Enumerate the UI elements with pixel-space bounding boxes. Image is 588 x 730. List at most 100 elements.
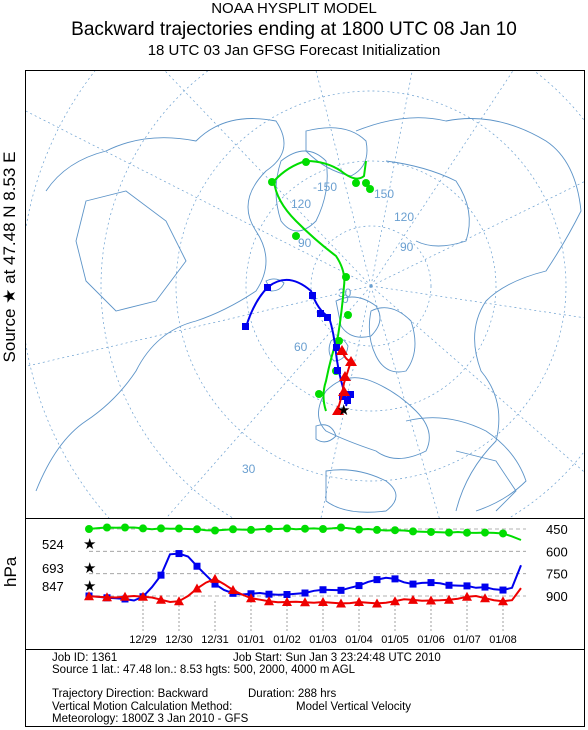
blue-point [347,391,354,398]
lon-label-120w: 120 [291,197,311,211]
map-coastlines [35,117,582,513]
series-marker [138,591,148,601]
series-marker [229,525,237,534]
blue-point [317,310,324,317]
series-marker [427,527,435,536]
series-marker [336,598,346,608]
series-marker [121,523,129,532]
series-marker [463,582,471,590]
series-marker [355,525,363,534]
model-title: NOAA HYSPLIT MODEL [211,0,377,17]
chart-subtitle: 18 UTC 03 Jan GFSG Forecast Initializati… [147,42,441,59]
series-marker [103,523,111,532]
lon-label-30w: 30 [338,286,352,300]
series-marker [301,524,309,533]
lon-label-120e: 120 [394,210,414,224]
trajectory-red [332,345,357,415]
series-marker [139,524,147,533]
series-marker [391,575,399,583]
series-marker [210,573,220,583]
series-marker [444,594,454,604]
map-canvas: -150 120 90 30 0 150 120 90 60 30 [26,71,584,518]
pressure-tick-label: 900 [546,589,568,604]
date-tick-label: 01/03 [309,634,337,646]
series-marker [372,598,382,608]
job-info-panel: Job ID: 1361 Job Start: Sun Jan 3 23:24:… [25,649,585,727]
green-point [268,178,276,186]
source-star-icon: ★ [337,402,350,419]
vertical-profile-canvas: 450 600 750 900 01/08 01/07 01/06 01/05 01/04 01/… [42,522,568,646]
series-marker [301,589,309,597]
green-point [292,232,300,240]
date-tick-label: 01/06 [417,634,445,646]
red-point [339,371,351,381]
start-pressure-label: 847 [42,579,64,594]
blue-point [242,323,249,330]
series-marker [481,583,489,591]
series-marker [481,528,489,537]
series-marker [319,586,327,594]
date-tick-label: 01/02 [273,634,301,646]
series-marker [318,596,328,606]
series-marker [283,524,291,533]
series-marker [175,550,183,558]
series-marker [265,590,273,598]
series-marker [120,591,130,601]
map-grid-labels: -150 120 90 30 0 150 120 90 60 30 [242,180,414,476]
series-marker [463,528,471,537]
start-star-icon: ★ [83,578,96,595]
green-point [335,337,343,345]
lon-label-0: 0 [342,292,349,306]
red-point [332,405,344,415]
green-point [342,273,350,281]
date-tick-label: 01/07 [453,634,481,646]
hpa-axis-label: hPa [1,556,20,587]
series-marker [373,525,381,534]
series-marker [498,596,508,606]
date-tick-label: 01/04 [345,634,373,646]
series-marker [282,596,292,606]
blue-point [309,292,316,299]
series-marker [390,596,400,606]
green-point [315,390,323,398]
date-tick-label: 12/29 [129,634,157,646]
vertical-profile-panel: 450 600 750 900 01/08 01/07 01/06 01/05 01/04 01/… [25,518,585,650]
start-star-icon: ★ [83,560,96,577]
series-marker [445,528,453,537]
green-point [344,311,352,319]
green-point [362,179,370,187]
series-marker [102,592,112,602]
blue-point [333,344,340,351]
series-marker [246,593,256,603]
trajectory-duration: Duration: 288 hrs [248,688,337,700]
blue-point [324,314,331,321]
job-id: Job ID: 1361 [52,652,118,664]
source-location-label: Source ★ at 47.48 N 8.53 E [0,151,19,363]
date-tick-label: 12/31 [201,634,229,646]
series-marker [427,579,435,587]
map-graticule [26,71,584,518]
series-marker [319,525,327,533]
series-marker [355,582,363,590]
green-point [302,158,310,166]
date-tick-label: 12/30 [165,634,193,646]
series-marker [247,525,255,534]
series-marker [174,596,184,606]
red-point [338,386,350,396]
start-pressure-label: 693 [42,561,64,576]
blue-point [344,397,351,404]
meteorology: Meteorology: 1800Z 3 Jan 2010 - GFS [52,713,249,725]
blue-point [334,367,341,374]
series-marker [499,586,507,594]
series-marker [354,596,364,606]
series-marker [480,593,490,603]
series-marker [462,591,472,601]
series-marker [156,594,166,604]
series-marker [283,591,291,599]
blue-point [264,284,271,291]
series-marker [175,524,183,533]
source-details: Source 1 lat.: 47.48 lon.: 8.53 hgts: 50… [52,664,356,676]
series-marker [211,526,219,535]
series-marker [228,585,238,595]
series-marker [193,562,201,570]
